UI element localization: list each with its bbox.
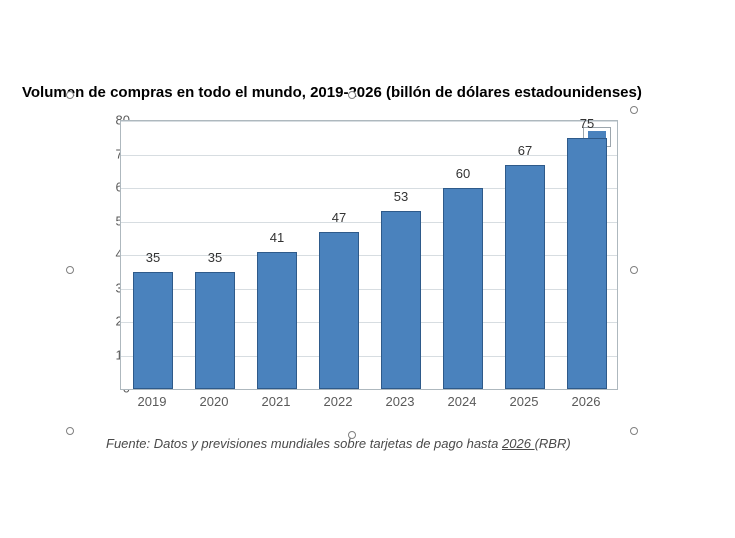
x-tick-label: 2022 <box>324 394 353 409</box>
bar-value-label: 53 <box>394 189 408 204</box>
source-prefix: Fuente: Datos y previsiones mundiales so… <box>106 436 502 451</box>
bar-value-label: 75 <box>580 116 594 131</box>
bar <box>319 232 359 389</box>
source-year: 2026 <box>502 436 535 451</box>
source-caption: Fuente: Datos y previsiones mundiales so… <box>106 436 571 451</box>
x-tick-label: 2025 <box>510 394 539 409</box>
selection-handle-icon[interactable] <box>348 91 356 99</box>
bar <box>443 188 483 389</box>
x-tick-label: 2023 <box>386 394 415 409</box>
plot-area: 3535414753606775 <box>120 120 618 390</box>
x-tick-label: 2024 <box>448 394 477 409</box>
bar-value-label: 35 <box>146 250 160 265</box>
x-tick-label: 2020 <box>200 394 229 409</box>
bar-value-label: 35 <box>208 250 222 265</box>
x-tick-label: 2019 <box>138 394 167 409</box>
gridline <box>121 121 617 122</box>
page: Volumen de compras en todo el mundo, 201… <box>0 0 735 538</box>
x-tick-label: 2026 <box>572 394 601 409</box>
gridline <box>121 155 617 156</box>
x-tick-label: 2021 <box>262 394 291 409</box>
bar-chart: 01020304050607080 3535414753606775 20192… <box>70 112 634 428</box>
bar <box>133 272 173 389</box>
bar <box>505 165 545 389</box>
selection-handle-icon[interactable] <box>630 427 638 435</box>
bar-value-label: 67 <box>518 143 532 158</box>
bar-value-label: 47 <box>332 210 346 225</box>
selection-handle-icon[interactable] <box>66 427 74 435</box>
bar <box>257 252 297 389</box>
bar-value-label: 60 <box>456 166 470 181</box>
bar-value-label: 41 <box>270 230 284 245</box>
source-suffix: (RBR) <box>535 436 571 451</box>
bar <box>195 272 235 389</box>
selection-handle-icon[interactable] <box>66 91 74 99</box>
bar <box>381 211 421 389</box>
chart-title: Volumen de compras en todo el mundo, 201… <box>22 84 642 101</box>
bar <box>567 138 607 389</box>
